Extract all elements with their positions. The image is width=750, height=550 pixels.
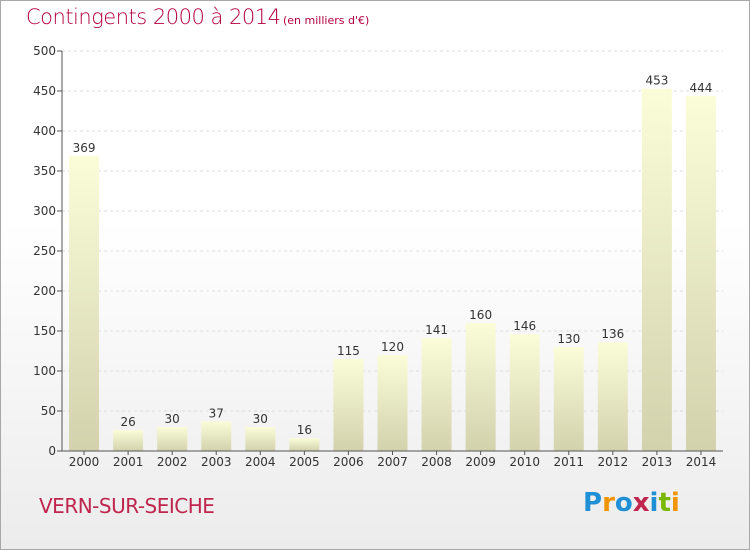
y-tick-label: 150 xyxy=(33,324,56,338)
bar xyxy=(553,347,584,451)
x-tick-label: 2008 xyxy=(421,455,452,469)
value-label: 30 xyxy=(253,412,268,426)
bar xyxy=(289,438,320,451)
logo-letter: i xyxy=(649,488,659,518)
y-tick-label: 100 xyxy=(33,364,56,378)
y-tick-label: 350 xyxy=(33,164,56,178)
x-tick-label: 2003 xyxy=(201,455,232,469)
bar xyxy=(69,155,100,452)
x-tick-label: 2000 xyxy=(69,455,100,469)
x-tick-label: 2010 xyxy=(509,455,540,469)
y-tick-label: 50 xyxy=(41,404,56,418)
value-label: 136 xyxy=(601,327,624,341)
x-tick-label: 2009 xyxy=(465,455,496,469)
x-tick-label: 2004 xyxy=(245,455,276,469)
value-label: 120 xyxy=(381,340,404,354)
bar xyxy=(377,355,408,451)
proxiti-logo: Proxiti xyxy=(583,488,680,518)
x-tick-label: 2014 xyxy=(686,455,717,469)
bar xyxy=(201,421,232,451)
value-label: 130 xyxy=(557,332,580,346)
logo-letter: x xyxy=(632,488,650,518)
value-label: 16 xyxy=(297,423,312,437)
bar xyxy=(157,427,188,451)
x-tick-label: 2012 xyxy=(598,455,629,469)
bar xyxy=(597,342,628,451)
value-label: 453 xyxy=(645,74,668,88)
logo-letter: i xyxy=(670,488,680,518)
bar xyxy=(421,338,452,451)
value-label: 444 xyxy=(690,81,713,95)
bar xyxy=(465,323,496,451)
logo-letter: r xyxy=(602,488,615,518)
logo-letter: o xyxy=(614,488,633,518)
x-tick-label: 2002 xyxy=(157,455,188,469)
bar xyxy=(641,88,672,451)
place-name: VERN-SUR-SEICHE xyxy=(39,494,215,518)
labels: 0 50 100 150 200 250 300 350 400 450 500 369 2000 26 2… xyxy=(33,44,716,469)
x-tick-label: 2005 xyxy=(289,455,320,469)
x-tick-label: 2013 xyxy=(642,455,673,469)
chart-title: Contingents 2000 à 2014 xyxy=(26,5,281,29)
value-label: 30 xyxy=(165,412,180,426)
y-tick-label: 300 xyxy=(33,204,56,218)
logo-letter: t xyxy=(658,488,671,518)
x-tick-label: 2007 xyxy=(377,455,408,469)
bar xyxy=(245,427,276,451)
value-label: 160 xyxy=(469,308,492,322)
axes xyxy=(57,50,723,455)
y-tick-label: 0 xyxy=(48,444,56,458)
x-tick-label: 2001 xyxy=(113,455,144,469)
value-label: 115 xyxy=(337,344,360,358)
bar xyxy=(333,359,364,451)
bar xyxy=(113,430,144,451)
chart-subtitle: (en milliers d'€) xyxy=(283,14,370,27)
bar xyxy=(509,334,540,451)
value-label: 37 xyxy=(209,406,224,420)
bars xyxy=(69,88,716,452)
y-tick-label: 200 xyxy=(33,284,56,298)
y-tick-label: 400 xyxy=(33,124,56,138)
logo-letter: P xyxy=(583,488,603,518)
y-tick-label: 450 xyxy=(33,84,56,98)
x-tick-label: 2006 xyxy=(333,455,364,469)
value-label: 141 xyxy=(425,323,448,337)
value-label: 369 xyxy=(73,141,96,155)
bar xyxy=(685,95,716,452)
value-label: 26 xyxy=(120,415,135,429)
y-tick-label: 500 xyxy=(33,44,56,58)
y-tick-label: 250 xyxy=(33,244,56,258)
value-label: 146 xyxy=(513,319,536,333)
x-tick-label: 2011 xyxy=(553,455,584,469)
